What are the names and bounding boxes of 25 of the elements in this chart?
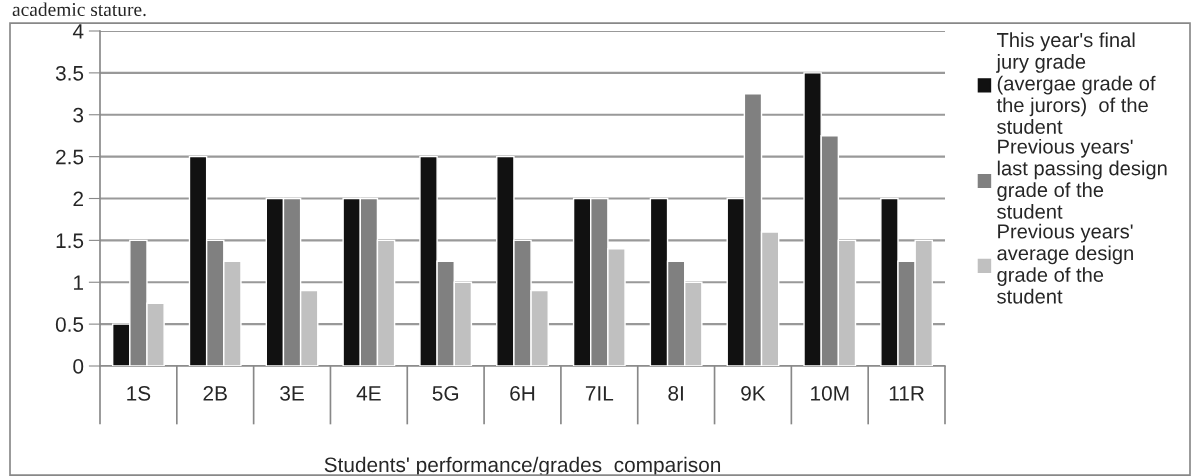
y-tick-label: 0.5 [55,317,84,332]
x-tick-label: 7IL [585,386,614,401]
legend-label: This year's final jury grade (avergae grade of the jurors) of the student [996,32,1156,134]
y-tick-label: 0 [73,359,84,374]
x-tick-label: 4E [356,386,381,401]
x-tick-label: 1S [127,385,151,401]
text: academic stature. [12,2,146,17]
y-tick-label: 2 [73,191,83,207]
x-tick-label: 6H [510,385,535,401]
y-tick-label: 3 [73,107,84,123]
legend-label: Previous years' last passing design grade of the student [997,138,1167,219]
legend-label: Previous years' average design grade of the student [997,223,1133,304]
y-tick-label: 4 [72,24,84,39]
x-tick-label: 9K [741,385,766,401]
x-tick-label: 11R [889,386,924,401]
x-tick-label: 8I [668,385,683,401]
y-tick-label: 1.5 [56,233,84,249]
x-tick-label: 10M [811,385,849,401]
y-tick-label: 2.5 [56,149,84,165]
x-tick-label: 2B [203,385,227,401]
y-tick-label: 1 [74,275,84,290]
y-tick-label: 3.5 [55,65,84,81]
x-tick-label: 3E [280,385,304,401]
x-axis-title: Students' performance/grades comparison [324,456,721,476]
x-tick-label: 5G [432,385,459,401]
